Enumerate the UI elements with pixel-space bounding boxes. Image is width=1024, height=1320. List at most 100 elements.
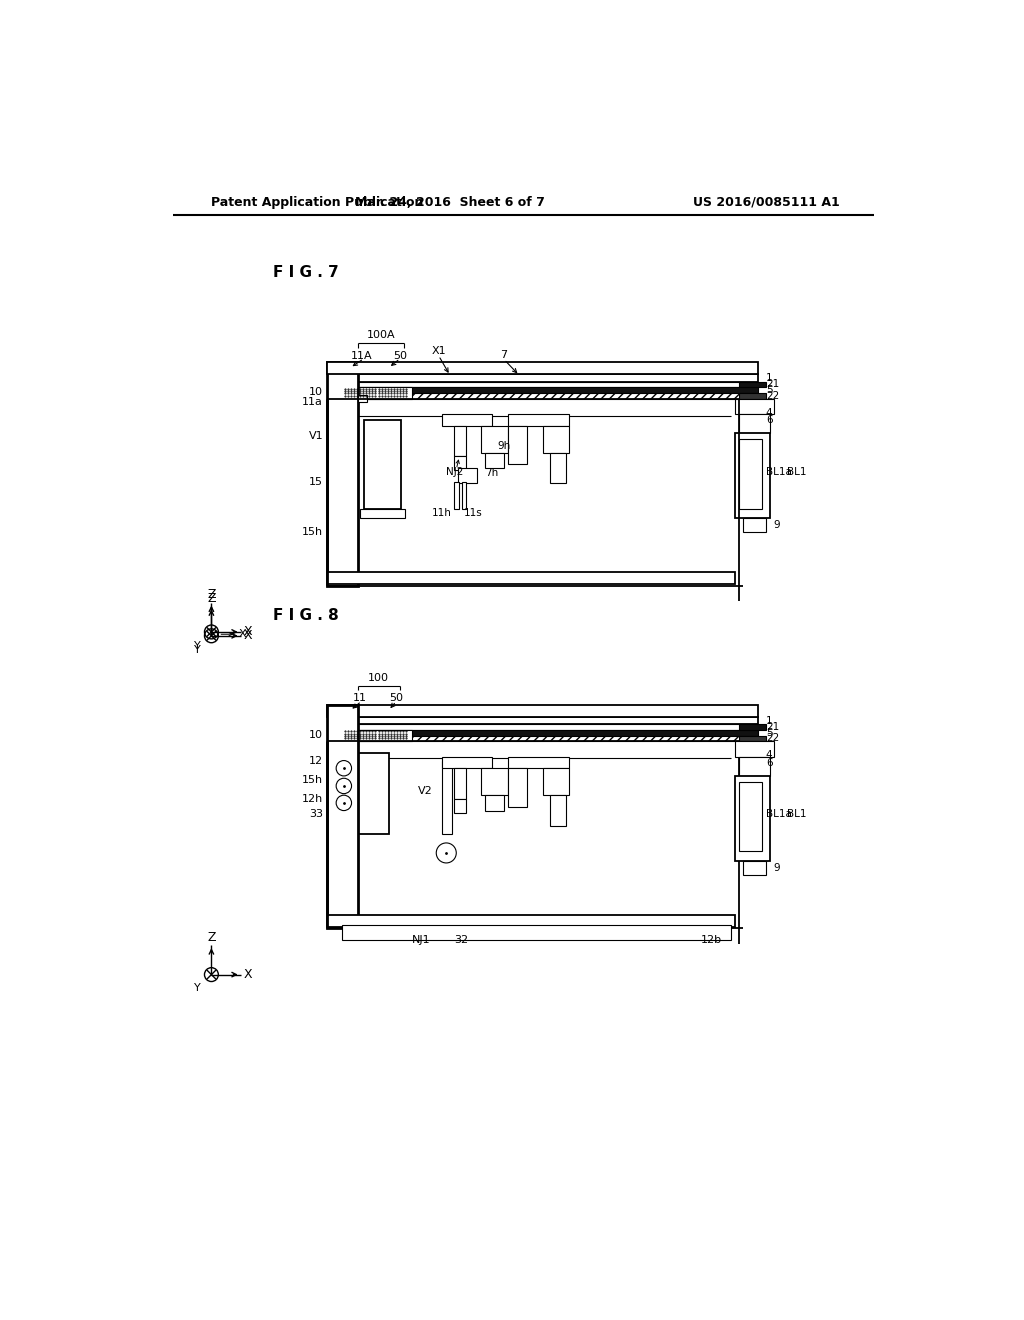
Text: X: X [244, 630, 253, 643]
Bar [735, 742, 773, 756]
Text: 11h: 11h [432, 508, 452, 517]
Text: 32: 32 [455, 935, 469, 945]
Bar [454, 799, 466, 813]
Text: Mar. 24, 2016  Sheet 6 of 7: Mar. 24, 2016 Sheet 6 of 7 [355, 195, 545, 209]
Text: 5: 5 [766, 727, 772, 738]
Bar [442, 756, 493, 768]
Text: 11s: 11s [464, 508, 482, 517]
Text: X1: X1 [431, 346, 445, 356]
Text: 100: 100 [368, 673, 389, 684]
Bar [454, 768, 466, 799]
Text: 22: 22 [766, 391, 779, 400]
Text: 12b: 12b [700, 935, 722, 945]
Bar [739, 781, 762, 851]
Bar [454, 482, 459, 508]
Bar [543, 768, 569, 795]
Bar [364, 420, 400, 508]
Text: 9h: 9h [498, 441, 511, 451]
Bar [329, 915, 735, 927]
Bar [342, 387, 758, 393]
Text: V1: V1 [308, 430, 323, 441]
Text: X: X [239, 630, 246, 639]
Bar [739, 414, 770, 433]
Text: Patent Application Publication: Patent Application Publication [211, 195, 424, 209]
Text: BL1: BL1 [787, 809, 807, 820]
Text: X: X [244, 968, 253, 981]
Bar [742, 861, 766, 874]
Text: 10: 10 [309, 388, 323, 397]
Text: 12: 12 [309, 755, 323, 766]
Text: 50: 50 [393, 351, 408, 360]
Text: V2: V2 [418, 787, 432, 796]
Text: 21: 21 [766, 379, 779, 389]
Text: 4: 4 [766, 750, 772, 760]
Text: BL1: BL1 [787, 467, 807, 477]
Bar [508, 414, 569, 425]
Bar [360, 508, 404, 517]
Bar [329, 572, 735, 585]
Text: 21: 21 [766, 722, 779, 731]
Bar [742, 517, 766, 532]
Text: 7: 7 [501, 350, 508, 360]
Text: 15h: 15h [302, 527, 323, 537]
Bar [327, 363, 758, 374]
Text: X: X [244, 626, 253, 639]
Bar [342, 924, 731, 940]
Bar [543, 425, 569, 453]
Text: F I G . 8: F I G . 8 [273, 607, 339, 623]
Text: 5: 5 [766, 385, 772, 395]
Text: 9: 9 [773, 520, 780, 529]
Bar [342, 393, 758, 399]
Text: NJ1: NJ1 [413, 935, 431, 945]
Bar [739, 756, 770, 776]
Bar [342, 737, 758, 742]
Text: 6: 6 [766, 416, 772, 425]
Text: 4: 4 [766, 408, 772, 417]
Text: Z: Z [207, 931, 216, 944]
Text: 22: 22 [766, 733, 779, 743]
Bar [442, 414, 493, 425]
Text: Y: Y [194, 644, 201, 655]
Text: 11A: 11A [351, 351, 373, 360]
Bar [342, 374, 758, 381]
Bar [442, 760, 452, 834]
Text: Z: Z [207, 593, 216, 606]
Bar [327, 705, 758, 717]
Bar [481, 768, 508, 795]
Bar [739, 393, 766, 399]
Bar [739, 381, 766, 387]
Bar [454, 425, 466, 457]
Bar [508, 756, 569, 768]
Text: 6: 6 [766, 758, 772, 768]
Bar [462, 482, 466, 508]
Bar [550, 795, 565, 826]
Bar [454, 457, 466, 470]
Text: 15h: 15h [302, 775, 323, 785]
Bar [484, 795, 504, 810]
Bar [327, 363, 357, 586]
Text: Y: Y [194, 640, 201, 651]
Text: BL1a: BL1a [766, 809, 792, 820]
Text: 10: 10 [309, 730, 323, 741]
Bar [735, 776, 770, 861]
Bar [735, 433, 770, 517]
Text: 12h: 12h [302, 795, 323, 804]
Text: 100A: 100A [367, 330, 395, 341]
Bar [739, 737, 766, 742]
Text: 33: 33 [309, 809, 323, 820]
Bar [342, 387, 412, 399]
Bar [342, 730, 758, 737]
Text: 9: 9 [773, 862, 780, 873]
Text: 11: 11 [353, 693, 367, 704]
Bar [342, 717, 758, 725]
Bar [508, 425, 527, 465]
Bar [735, 399, 773, 414]
Text: US 2016/0085111 A1: US 2016/0085111 A1 [692, 195, 840, 209]
Bar [484, 453, 504, 469]
Bar [739, 440, 762, 508]
Bar [342, 381, 758, 387]
Text: 15: 15 [309, 477, 323, 487]
Bar [342, 730, 412, 742]
Bar [458, 469, 477, 483]
Bar [550, 453, 565, 483]
